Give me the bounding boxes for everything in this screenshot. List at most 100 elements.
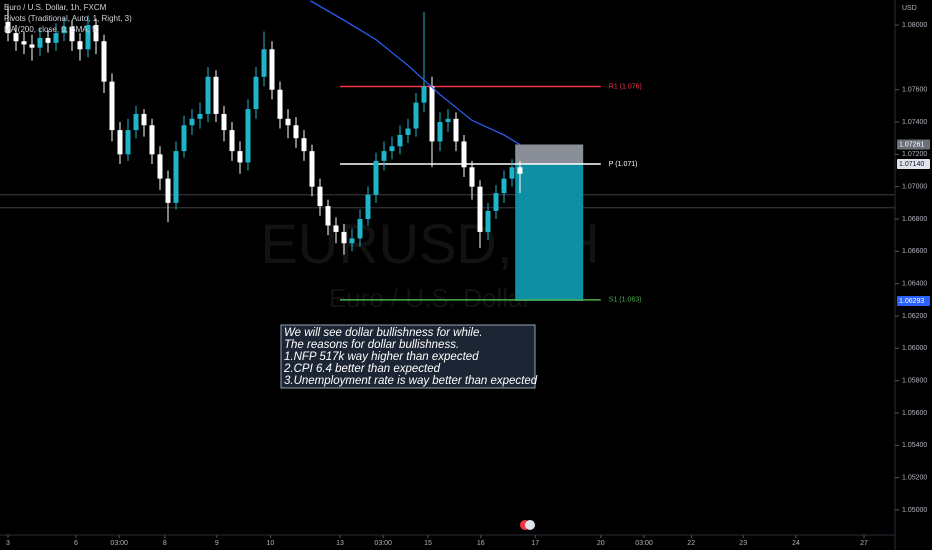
chart-title: Euro / U.S. Dollar, 1h, FXCM	[4, 3, 107, 12]
x-tick-label: 03:00	[374, 540, 392, 547]
candle-body	[445, 118, 451, 123]
y-tick-label: 1.06200	[902, 313, 927, 320]
candle-body	[5, 21, 11, 34]
annotation-box	[280, 324, 536, 389]
candle-body	[269, 49, 275, 90]
x-tick-label: 03:00	[635, 540, 653, 547]
candle-body	[109, 81, 115, 131]
candle-body	[205, 76, 211, 114]
candle-body	[213, 76, 219, 114]
watermark: Euro / U.S. Dollar	[329, 283, 532, 313]
y-tick-label: 1.06800	[902, 216, 927, 223]
x-tick-label: 22	[687, 540, 695, 547]
y-tick-label: 1.07200	[902, 151, 927, 158]
candle-body	[45, 37, 51, 43]
candle-body	[349, 238, 355, 244]
candle-body	[53, 33, 59, 43]
x-tick-label: 8	[163, 540, 167, 547]
price-badge	[897, 295, 930, 306]
annotation-line: The reasons for dollar bullishness.	[284, 339, 459, 351]
candle-body	[325, 206, 331, 226]
candle-body	[221, 113, 227, 131]
price-badge	[897, 159, 930, 170]
pivot-label: R1 (1.076)	[609, 83, 642, 90]
candle-body	[429, 86, 435, 142]
x-tick-label: 24	[792, 540, 800, 547]
annotation-line: We will see dollar bullishness for while…	[284, 327, 483, 339]
x-tick-label: 3	[6, 540, 10, 547]
candle-body	[261, 49, 267, 77]
candle-body	[29, 44, 35, 48]
candle-body	[245, 109, 251, 163]
candle-body	[61, 26, 67, 34]
ma-line	[310, 0, 521, 146]
candle-body	[181, 125, 187, 152]
candle-body	[309, 151, 315, 187]
candle-body	[293, 125, 299, 139]
x-tick-label: 20	[597, 540, 605, 547]
y-tick-label: 1.07400	[902, 119, 927, 126]
candle-body	[173, 151, 179, 203]
candle-body	[421, 86, 427, 103]
y-tick-label: 1.05400	[902, 442, 927, 449]
x-tick-label: 16	[477, 540, 485, 547]
candle-body	[285, 118, 291, 126]
y-tick-label: 1.05800	[902, 377, 927, 384]
x-tick-label: 6	[74, 540, 78, 547]
candle-body	[509, 167, 515, 179]
candle-body	[93, 25, 99, 42]
x-tick-label: 9	[215, 540, 219, 547]
candle-body	[373, 160, 379, 195]
candle-body	[77, 41, 83, 50]
annotation-line: 1.NFP 517k way higher than expected	[284, 351, 479, 363]
y-tick-label: 1.07600	[902, 87, 927, 94]
candle-body	[413, 102, 419, 129]
y-tick-label: 1.06600	[902, 248, 927, 255]
candle-body	[477, 186, 483, 232]
candle-body	[157, 154, 163, 179]
annotation-line: 3.Unemployment rate is way better than e…	[284, 375, 538, 387]
currency-label: USD	[902, 5, 917, 12]
x-tick-label: 17	[531, 540, 539, 547]
candle-body	[357, 219, 363, 239]
candle-body	[453, 118, 459, 142]
candle-body	[69, 26, 75, 42]
candle-body	[189, 118, 195, 126]
candle-body	[301, 138, 307, 152]
pivot-label: S1 (1.063)	[609, 297, 642, 304]
annotation: We will see dollar bullishness for while…	[280, 324, 538, 389]
candle-body	[381, 151, 387, 161]
x-tick-label: 03:00	[110, 540, 128, 547]
annotation-line: 2.CPI 6.4 better than expected	[283, 363, 441, 375]
plot: R1 (1.076) P (1.071) S1 (1.063)	[0, 0, 895, 304]
candle-body	[389, 146, 395, 152]
candle-body	[85, 25, 91, 50]
candle-body	[229, 130, 235, 152]
candle-body	[437, 122, 443, 142]
candle-body	[397, 134, 403, 147]
candle-body	[21, 41, 27, 45]
candle-body	[501, 178, 507, 194]
event-icon[interactable]	[525, 520, 535, 530]
candle-body	[13, 33, 19, 42]
candle-body	[165, 178, 171, 203]
candle-body	[365, 194, 371, 220]
price-badge-label: 1.07261	[899, 141, 924, 148]
x-tick-label: 27	[860, 540, 868, 547]
x-tick-label: 10	[267, 540, 275, 547]
x-tick-label: 15	[424, 540, 432, 547]
price-badge	[897, 139, 930, 150]
candle-body	[141, 113, 147, 126]
target-zone	[515, 164, 584, 301]
pivot-label: P (1.071)	[609, 161, 638, 168]
candle-body	[37, 37, 43, 48]
candle-body	[237, 151, 243, 163]
candle-body	[485, 210, 491, 232]
candle-body	[117, 130, 123, 155]
candle-body	[253, 76, 259, 110]
candle-body	[197, 113, 203, 119]
x-tick-label: 13	[336, 540, 344, 547]
